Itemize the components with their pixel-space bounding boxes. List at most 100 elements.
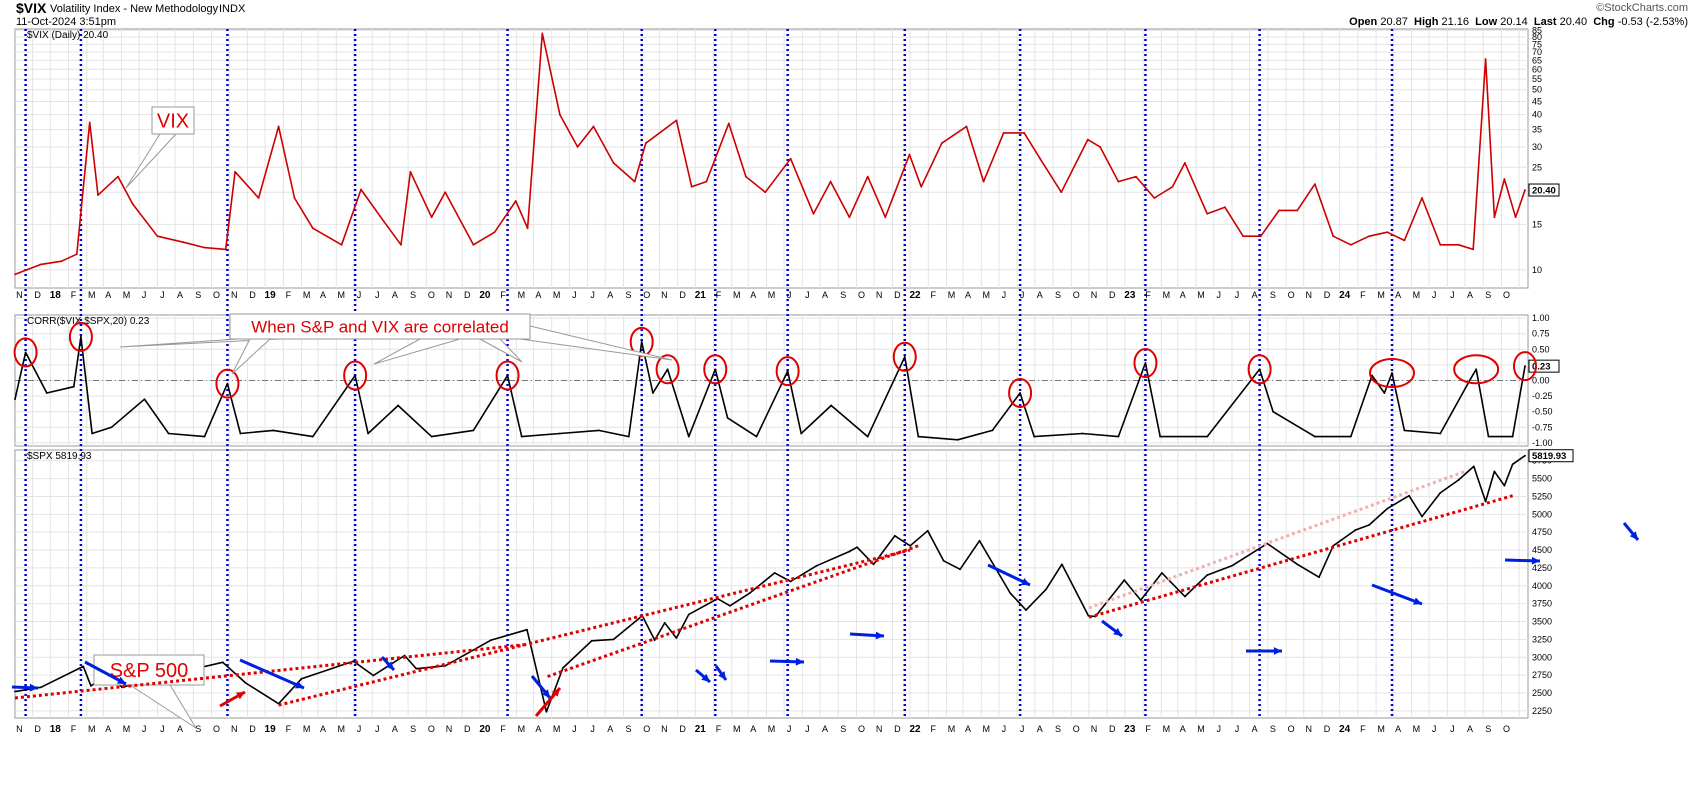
- spx-callout-label: S&P 500: [110, 660, 189, 682]
- x-tick-label: M: [338, 290, 346, 300]
- corr-series-point: [1314, 435, 1316, 438]
- x-tick-label: F: [286, 724, 292, 734]
- vix-series-point: [14, 273, 16, 276]
- x-tick-label: J: [1450, 724, 1455, 734]
- vix-series-point: [1296, 209, 1299, 212]
- spx-series-point: [244, 682, 247, 684]
- vix-series-point: [131, 203, 134, 205]
- corr-series-point: [956, 438, 959, 441]
- vix-series-point: [1183, 161, 1186, 164]
- corr-series-point: [687, 435, 690, 438]
- corr-series-point: [1081, 432, 1084, 435]
- x-tick-label: M: [983, 290, 991, 300]
- vix-series-point: [203, 246, 206, 249]
- y-tick-label: 75: [1532, 39, 1542, 49]
- vix-series-point: [75, 253, 78, 256]
- vix-series-point: [644, 142, 647, 145]
- spx-series-point: [14, 690, 16, 693]
- x-tick-label: S: [1270, 724, 1276, 734]
- vix-series-point: [340, 243, 343, 246]
- vix-series-point: [1259, 235, 1262, 238]
- y-tick-label: 3750: [1532, 599, 1552, 609]
- spx-series-point: [893, 534, 896, 537]
- x-tick-label: F: [71, 290, 77, 300]
- y-tick-label: 2500: [1532, 688, 1552, 698]
- x-tick-label: N: [661, 290, 668, 300]
- corr-series-point: [866, 435, 869, 438]
- x-tick-label: M: [1413, 290, 1421, 300]
- corr-series-point: [472, 429, 475, 432]
- vix-series-point: [675, 119, 678, 122]
- x-tick-label: A: [822, 290, 828, 300]
- corr-series-point: [1272, 410, 1275, 413]
- spx-series-point: [856, 546, 858, 549]
- x-tick-label: O: [1288, 290, 1295, 300]
- arrow-blue-head: [1273, 647, 1282, 655]
- x-tick-label: O: [643, 724, 650, 734]
- x-tick-label: M: [88, 290, 96, 300]
- vix-series-point: [1439, 243, 1442, 246]
- spx-series-point: [300, 677, 303, 680]
- x-tick-label: N: [1305, 290, 1312, 300]
- spx-series-point: [1354, 529, 1357, 531]
- y-tick-label: 0.75: [1532, 329, 1550, 339]
- y-tick-label: -0.50: [1532, 407, 1553, 417]
- y-tick-label: 3250: [1532, 634, 1552, 644]
- x-tick-label: J: [160, 290, 165, 300]
- corr-series-point: [1349, 435, 1352, 438]
- x-tick-label: F: [1145, 724, 1151, 734]
- high-value: 21.16: [1441, 16, 1470, 28]
- corr-series-point: [110, 426, 113, 429]
- x-tick-label: N: [446, 290, 453, 300]
- spx-series-point: [942, 559, 945, 562]
- x-tick-label: M: [1413, 724, 1421, 734]
- x-tick-label: S: [195, 290, 201, 300]
- vix-series-point: [1484, 58, 1487, 61]
- corr-series-point: [506, 374, 509, 377]
- vix-series-point: [1386, 231, 1389, 234]
- spx-series-point: [82, 665, 85, 668]
- vix-series-point: [908, 153, 911, 156]
- x-tick-label: A: [177, 724, 183, 734]
- vix-series-point: [472, 243, 475, 246]
- x-tick-label: A: [392, 724, 398, 734]
- x-tick-label: F: [1145, 290, 1151, 300]
- corr-callout-box: [229, 313, 531, 340]
- x-tick-label: D: [34, 290, 41, 300]
- x-tick-label: J: [1216, 290, 1221, 300]
- x-tick-label: A: [1252, 290, 1258, 300]
- corr-series-point: [1511, 435, 1514, 438]
- vix-series-point: [1278, 209, 1280, 212]
- x-tick-label: A: [1037, 290, 1043, 300]
- x-tick-label: J: [142, 290, 147, 300]
- spx-series-point: [1139, 599, 1142, 601]
- x-tick-label: A: [1395, 290, 1401, 300]
- x-tick-label: F: [500, 724, 506, 734]
- x-tick-label: N: [661, 724, 668, 734]
- x-tick-label: A: [750, 290, 756, 300]
- vix-series-point: [1086, 138, 1089, 141]
- x-tick-label: M: [123, 724, 131, 734]
- x-tick-label: O: [428, 724, 435, 734]
- corr-series-point: [367, 432, 369, 435]
- corr-series-point: [203, 435, 206, 438]
- corr-series-point: [430, 435, 433, 438]
- spx-series-point: [590, 639, 593, 642]
- vix-series-point: [633, 180, 636, 183]
- last-value-3: 5819.93: [1532, 451, 1566, 462]
- arrow-blue-head: [29, 683, 38, 692]
- vix-series-point: [848, 216, 851, 219]
- y-tick-label: 1.00: [1532, 313, 1550, 323]
- vix-series-point: [559, 113, 561, 116]
- x-tick-label: J: [787, 290, 792, 300]
- corr-series-point: [91, 432, 93, 435]
- y-tick-label: 5500: [1532, 474, 1552, 484]
- x-tick-label: M: [553, 290, 561, 300]
- corr-series-point: [272, 429, 275, 432]
- spx-series-point: [872, 563, 875, 566]
- arrow-blue-head: [701, 673, 710, 682]
- spx-series-point: [1386, 507, 1389, 510]
- x-tick-label: A: [1252, 724, 1258, 734]
- x-tick-label: O: [1288, 724, 1295, 734]
- y-tick-label: 5250: [1532, 491, 1552, 501]
